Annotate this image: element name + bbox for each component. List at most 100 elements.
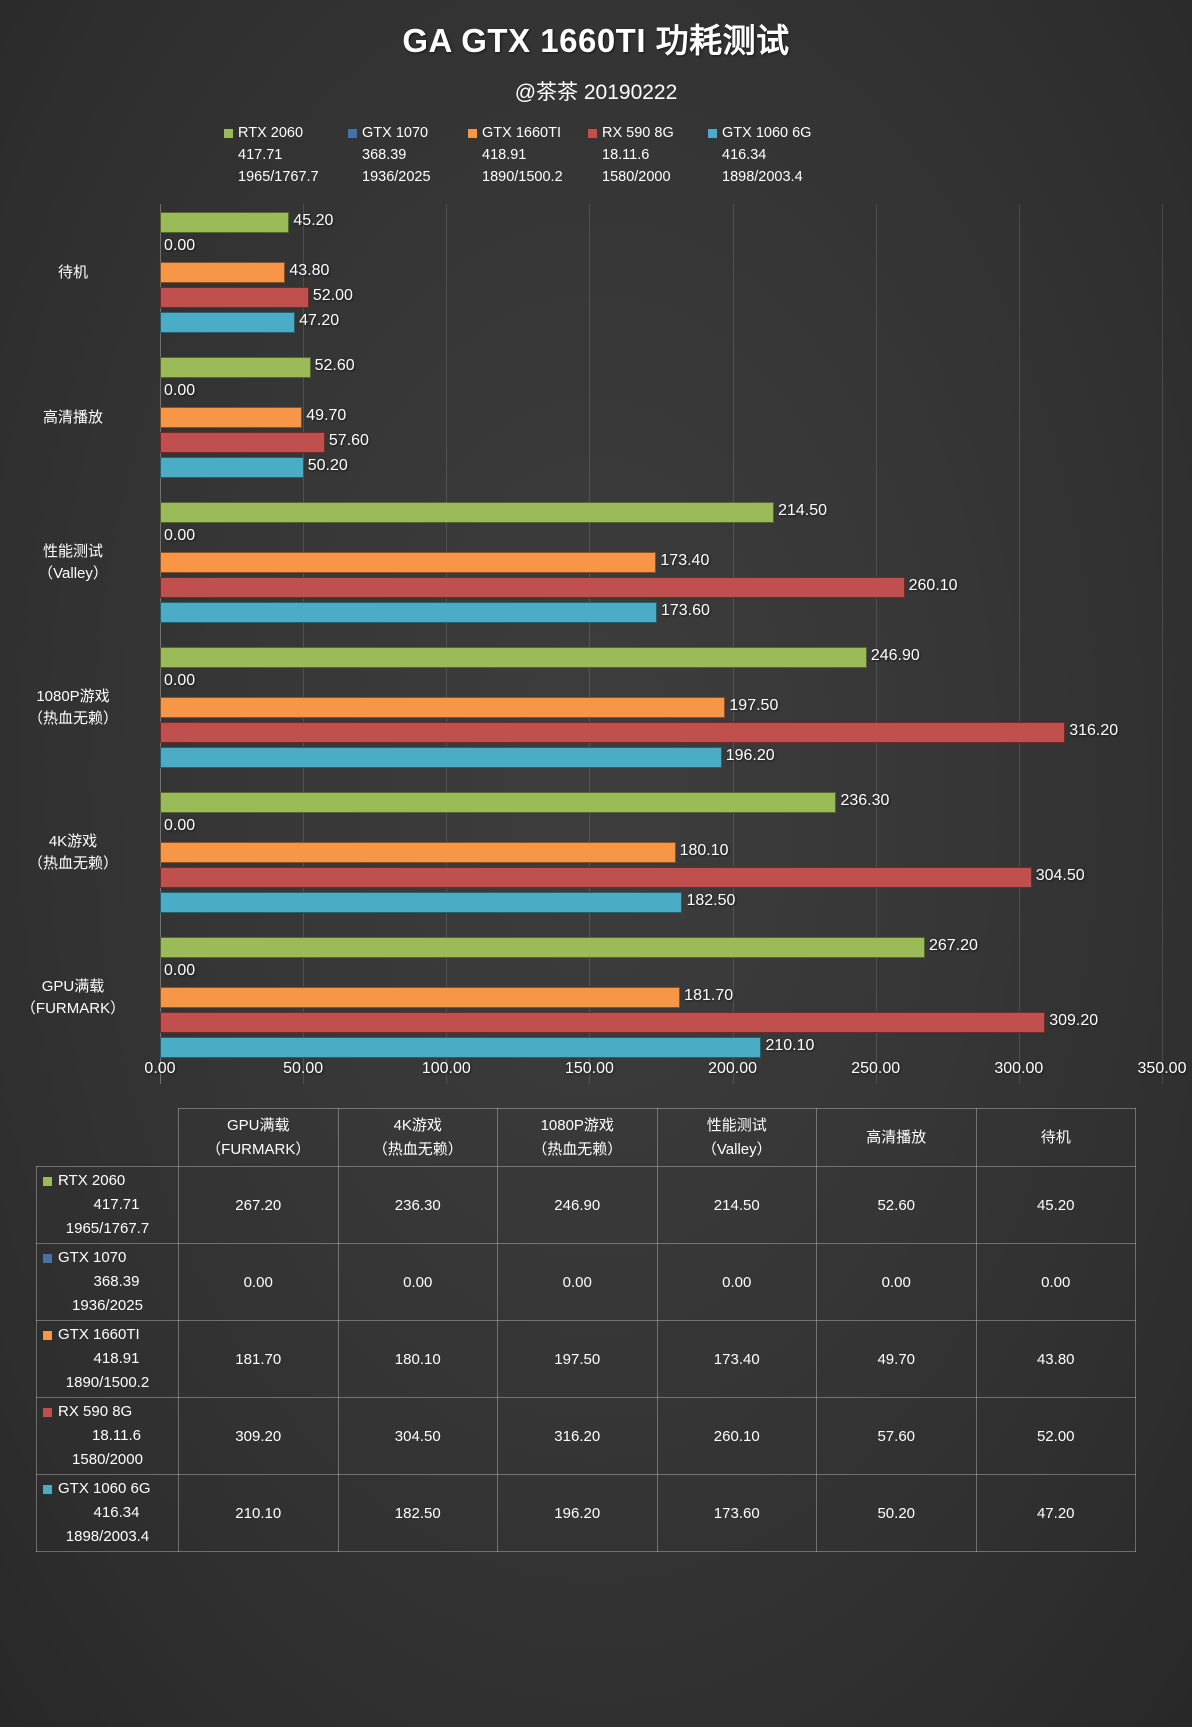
bar-chart: 待机 高清播放 性能测试 （Valley） 1080P游戏 （热血无赖） 4K游戏 （热血无赖…	[0, 204, 1192, 1084]
bar	[160, 697, 726, 718]
bar-value-label: 196.20	[725, 747, 775, 764]
table-body: RTX 2060 417.71 1965/1767.7 267.20 236.30 246…	[36, 1166, 1136, 1552]
table-cell: 57.60	[816, 1397, 977, 1475]
table-cell: 236.30	[337, 1166, 498, 1244]
table-cell: 214.50	[656, 1166, 817, 1244]
bar-value-label: 47.20	[299, 312, 340, 329]
plot-area: 45.20 0.00 43.80 52.00 47.20 52.60 0.00 49.70 57…	[160, 204, 1192, 1084]
table-row: GTX 1060 6G 416.34 1898/2003.4 210.10 182.50…	[36, 1474, 1136, 1552]
bar-row: 0.00	[160, 527, 1192, 548]
bar	[160, 1012, 1046, 1033]
bar-row: 196.20	[160, 747, 1192, 768]
legend-item-0-line2: 417.71	[238, 147, 283, 163]
category-label-line: 高清播放	[42, 408, 103, 426]
table-cell: 0.00	[337, 1243, 498, 1321]
table-column-header-line: 4K游戏	[393, 1116, 442, 1134]
bar	[160, 1037, 762, 1058]
bar-row: 267.20	[160, 937, 1192, 958]
bar	[160, 892, 683, 913]
legend-item-3: RX 590 8G	[588, 122, 708, 144]
bar-value-label: 309.20	[1049, 1012, 1099, 1029]
table-column-header-1: 4K游戏 （热血无赖）	[337, 1108, 498, 1167]
gridline-150.00	[589, 204, 591, 1084]
bar	[160, 647, 867, 668]
legend-item-4-line3: 1898/2003.4	[722, 169, 803, 185]
table-cell: 304.50	[337, 1397, 498, 1475]
legend-item-4: GTX 1060 6G	[708, 122, 828, 144]
bar-row: 180.10	[160, 842, 1192, 863]
table-row-sub1: 368.39	[93, 1273, 140, 1290]
gridline-50.00	[303, 204, 305, 1084]
bar-row: 45.20	[160, 212, 1192, 233]
bar-row: 49.70	[160, 407, 1192, 428]
table-row-gpu-name: RTX 2060	[58, 1172, 126, 1189]
legend-swatch-icon	[708, 128, 717, 138]
category-label-1: 高清播放	[0, 407, 148, 429]
gridline-250.00	[875, 204, 877, 1084]
bar-group-5: 267.20 0.00 181.70 309.20 210.10	[160, 937, 1192, 1062]
table-row-header-1: GTX 1070 368.39 1936/2025	[36, 1243, 179, 1321]
gridline-0.00	[160, 204, 161, 1084]
bar	[160, 867, 1032, 888]
bar-value-label: 52.60	[314, 357, 355, 374]
legend-swatch-icon	[224, 128, 233, 138]
category-label-2: 性能测试 （Valley）	[0, 541, 148, 585]
legend-swatch-icon	[43, 1484, 52, 1494]
table-row-gpu-name: GTX 1660TI	[58, 1326, 140, 1343]
table-cell: 0.00	[497, 1243, 658, 1321]
bar	[160, 842, 676, 863]
bar	[160, 502, 775, 523]
gridline-100.00	[446, 204, 448, 1084]
table-cell: 0.00	[178, 1243, 339, 1321]
bar-row: 0.00	[160, 237, 1192, 258]
bar	[160, 262, 286, 283]
bar	[160, 987, 681, 1008]
bar-value-label: 0.00	[164, 817, 196, 834]
bar-value-label: 197.50	[729, 697, 779, 714]
bar	[160, 212, 290, 233]
data-table: GPU满载 （FURMARK） 4K游戏 （热血无赖） 1080P游戏 （热血无赖） 性能测…	[36, 1108, 1136, 1552]
bar-group-3: 246.90 0.00 197.50 316.20 196.20	[160, 647, 1192, 772]
x-tick-label: 350.00	[1137, 1060, 1187, 1077]
bar-row: 197.50	[160, 697, 1192, 718]
bar	[160, 407, 303, 428]
category-label-0: 待机	[0, 262, 148, 284]
bar-row: 0.00	[160, 817, 1192, 838]
category-label-4: 4K游戏 （热血无赖）	[0, 831, 148, 875]
table-column-header-4: 高清播放	[816, 1108, 977, 1167]
legend-item-2: GTX 1660TI	[468, 122, 588, 144]
table-cell: 180.10	[337, 1320, 498, 1398]
table-row-gpu-name: GTX 1060 6G	[58, 1480, 151, 1497]
table-column-header-line: （FURMARK）	[206, 1140, 311, 1158]
bar	[160, 937, 925, 958]
table-corner-cell	[37, 1109, 179, 1167]
table-row-header-0: RTX 2060 417.71 1965/1767.7	[36, 1166, 179, 1244]
table-cell: 181.70	[178, 1320, 339, 1398]
bar-value-label: 236.30	[840, 792, 890, 809]
legend-item-0-line3: 1965/1767.7	[238, 169, 319, 185]
bar-value-label: 267.20	[928, 937, 978, 954]
table-cell: 43.80	[975, 1320, 1136, 1398]
bar	[160, 792, 837, 813]
legend-item-label: GTX 1070	[362, 125, 429, 141]
table-row: GTX 1660TI 418.91 1890/1500.2 181.70 180.10 1…	[36, 1320, 1136, 1398]
bar	[160, 552, 657, 573]
table-cell: 173.60	[656, 1474, 817, 1552]
table-row-header-2: GTX 1660TI 418.91 1890/1500.2	[36, 1320, 179, 1398]
legend-item-1-line3: 1936/2025	[362, 169, 431, 185]
table-column-header-5: 待机	[975, 1108, 1136, 1167]
category-label-line: 待机	[57, 263, 88, 281]
category-label-line: 1080P游戏	[36, 687, 110, 705]
bar-row: 236.30	[160, 792, 1192, 813]
legend-item-label: GTX 1060 6G	[722, 125, 812, 141]
gridline-200.00	[732, 204, 734, 1084]
bar-value-label: 45.20	[293, 212, 334, 229]
category-label-5: GPU满载 （FURMARK）	[0, 976, 148, 1020]
category-label-line: （FURMARK）	[20, 999, 126, 1017]
bar-row: 173.40	[160, 552, 1192, 573]
table-column-header-line: 高清播放	[866, 1128, 927, 1146]
bar	[160, 432, 325, 453]
table-row: RTX 2060 417.71 1965/1767.7 267.20 236.30 246…	[36, 1166, 1136, 1244]
table-column-header-line: （Valley）	[701, 1140, 772, 1158]
legend-item-2-line2: 418.91	[482, 147, 527, 163]
